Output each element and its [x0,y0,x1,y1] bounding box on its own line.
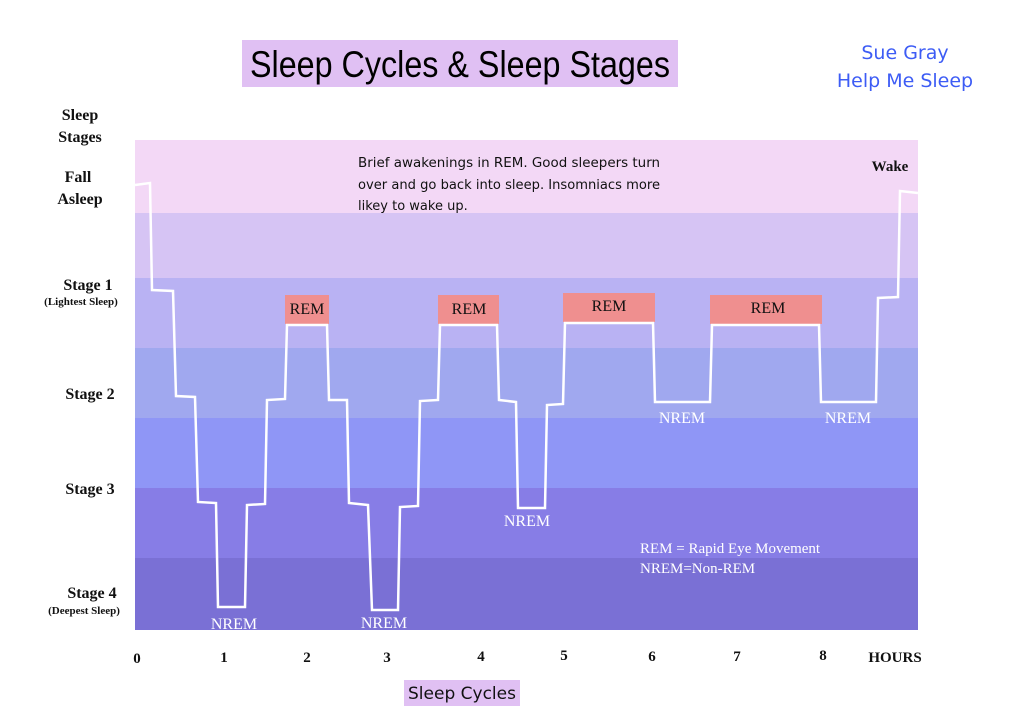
band-stage4 [135,558,918,630]
label-fall-asleep-2: Asleep [57,191,102,208]
label-stage4-note: (Deepest Sleep) [48,605,120,617]
hour-tick: 3 [383,650,391,666]
hypnogram-line [134,181,919,612]
nrem-label: NREM [825,410,871,427]
label-stage1: Stage 1 [63,277,112,294]
label-wake: Wake [872,159,909,175]
band-stage2-lower [135,418,918,488]
legend-nrem: NREM=Non-REM [640,561,755,577]
band-wake [135,140,918,213]
hour-tick: 8 [819,648,827,664]
rem-box [285,295,329,324]
band-transition [135,213,918,278]
band-stage2-upper [135,348,918,418]
rem-box [563,293,655,322]
rem-label: REM [290,301,325,318]
x-axis-title-background [404,680,520,706]
title-background [242,40,678,87]
author-brand: Help Me Sleep [837,70,973,92]
hours-label: HOURS [868,650,921,666]
rem-box [438,295,499,324]
label-stage4: Stage 4 [67,585,116,602]
nrem-label: NREM [659,410,705,427]
label-stage1-note: (Lightest Sleep) [44,296,118,308]
y-axis-title-line2: Stages [58,129,102,146]
hour-tick: 4 [477,649,485,665]
rem-label: REM [751,300,786,317]
rem-label: REM [452,301,487,318]
label-stage3: Stage 3 [65,481,114,498]
author-name: Sue Gray [861,42,948,64]
rem-label: REM [592,298,627,315]
rem-boxes [285,293,822,324]
hour-tick: 2 [303,650,311,666]
hour-tick: 5 [560,648,568,664]
y-axis-title-line1: Sleep [62,107,99,124]
annotation-line1: Brief awakenings in REM. Good sleepers t… [358,156,660,171]
hour-tick: 6 [648,649,656,665]
label-stage2: Stage 2 [65,386,114,403]
hour-tick: 1 [220,650,228,666]
annotation-line2: over and go back into sleep. Insomniacs … [358,178,660,193]
hour-tick: 7 [733,649,741,665]
legend-rem: REM = Rapid Eye Movement [640,541,821,557]
nrem-label: NREM [504,513,550,530]
page-title: Sleep Cycles & Sleep Stages [250,44,670,85]
label-fall-asleep-1: Fall [65,169,92,186]
rem-box [710,295,822,324]
x-axis-title: Sleep Cycles [408,684,516,704]
hour-tick: 0 [133,651,141,667]
nrem-label: NREM [361,615,407,632]
nrem-label: NREM [211,616,257,633]
annotation-line3: likey to wake up. [358,199,468,214]
